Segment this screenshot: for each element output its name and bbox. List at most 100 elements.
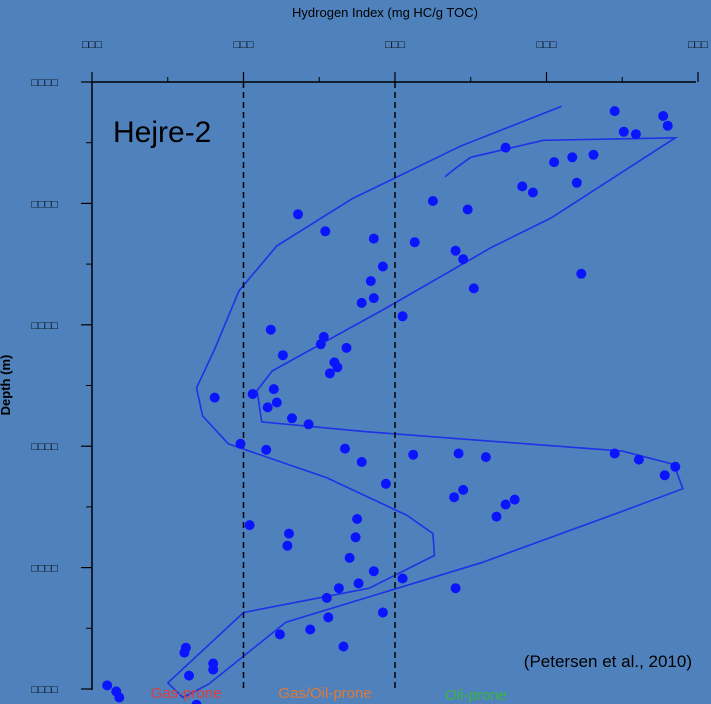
data-point	[576, 268, 587, 279]
data-point	[320, 226, 331, 237]
data-point	[262, 402, 273, 413]
data-point	[449, 492, 460, 503]
x-tick-label: □□□	[385, 39, 405, 51]
data-point	[458, 484, 469, 495]
data-point	[287, 413, 297, 424]
data-point	[184, 670, 194, 681]
data-point	[271, 397, 282, 408]
data-point	[397, 573, 408, 584]
data-point	[517, 181, 528, 192]
data-point	[630, 129, 641, 140]
data-point	[208, 664, 219, 675]
data-point	[633, 454, 644, 465]
x-axis-title: Hydrogen Index (mg HC/g TOC)	[292, 5, 478, 20]
data-point	[408, 449, 419, 460]
data-point	[670, 461, 681, 472]
zone-label-gas-oil: Gas/Oil-prone	[278, 685, 371, 702]
points-layer	[102, 106, 681, 704]
data-point	[571, 177, 582, 188]
data-point	[268, 384, 279, 395]
data-point	[450, 583, 461, 594]
data-point	[356, 457, 367, 467]
data-point	[332, 362, 343, 373]
data-point	[588, 149, 599, 160]
data-point	[462, 204, 473, 215]
data-point	[380, 478, 391, 489]
envelope-outline	[166, 105, 684, 699]
data-point	[468, 283, 479, 294]
data-point	[491, 511, 502, 522]
data-point	[567, 152, 578, 163]
zone-label-oil: Oil-prone	[445, 687, 507, 704]
data-point	[458, 254, 469, 265]
data-point	[179, 647, 190, 658]
data-point	[352, 514, 363, 524]
data-point	[340, 443, 350, 454]
data-point	[500, 142, 511, 153]
x-tick-label: □□□	[82, 39, 102, 51]
data-point	[618, 126, 629, 137]
data-point	[277, 350, 288, 361]
data-point	[350, 532, 361, 543]
envelope-layer	[166, 105, 684, 699]
y-axis-title: Depth (m)	[0, 355, 13, 416]
data-point	[209, 392, 220, 403]
data-point	[500, 499, 511, 510]
data-point	[344, 552, 355, 563]
zone-boundary-layer	[242, 82, 396, 689]
data-point	[377, 607, 388, 618]
x-tick-label: □□□	[234, 39, 254, 51]
zone-label-gas: Gas-prone	[151, 685, 222, 702]
data-point	[368, 233, 379, 244]
data-point	[284, 528, 294, 539]
data-point	[549, 157, 560, 168]
data-point	[305, 624, 316, 635]
data-point	[609, 106, 620, 117]
data-point	[293, 209, 303, 220]
data-point	[102, 680, 113, 691]
data-point	[368, 566, 379, 577]
data-point	[453, 448, 464, 459]
data-point	[377, 261, 388, 272]
data-point	[341, 342, 352, 353]
y-tick-label: □□□□	[31, 198, 58, 210]
data-point	[368, 293, 379, 304]
data-point	[235, 438, 246, 449]
chart-title: Hejre-2	[113, 116, 211, 149]
data-point	[356, 297, 367, 308]
data-point	[324, 368, 335, 379]
data-point	[659, 470, 670, 481]
x-tick-label: □□□	[688, 39, 708, 51]
data-point	[315, 339, 326, 350]
source-annotation: (Petersen et al., 2010)	[524, 652, 692, 671]
data-point	[527, 187, 538, 198]
ticks-layer: □□□ □□□ □□□ □□□ □□□□□□□□□□□□□□□□□□□□□□□□□□□	[31, 39, 708, 696]
data-point	[662, 120, 673, 131]
y-tick-label: □□□□	[31, 563, 58, 575]
data-point	[480, 452, 491, 463]
data-point	[265, 324, 276, 335]
data-point	[365, 276, 376, 287]
data-point	[338, 641, 349, 652]
y-tick-label: □□□□	[31, 441, 58, 453]
data-point	[244, 520, 255, 531]
y-tick-label: □□□□	[31, 77, 58, 89]
x-tick-label: □□□	[537, 39, 557, 51]
data-point	[114, 692, 125, 703]
data-point	[397, 311, 408, 322]
data-point	[247, 389, 258, 399]
data-point	[333, 583, 344, 594]
data-point	[282, 540, 293, 551]
data-point	[274, 629, 285, 640]
data-point	[321, 592, 332, 603]
data-point	[191, 699, 202, 704]
data-point	[323, 612, 334, 623]
data-point	[427, 196, 438, 206]
data-point	[409, 237, 420, 248]
data-point	[450, 245, 461, 256]
data-point	[261, 444, 272, 455]
y-tick-label: □□□□	[31, 684, 58, 696]
data-point	[303, 419, 314, 430]
